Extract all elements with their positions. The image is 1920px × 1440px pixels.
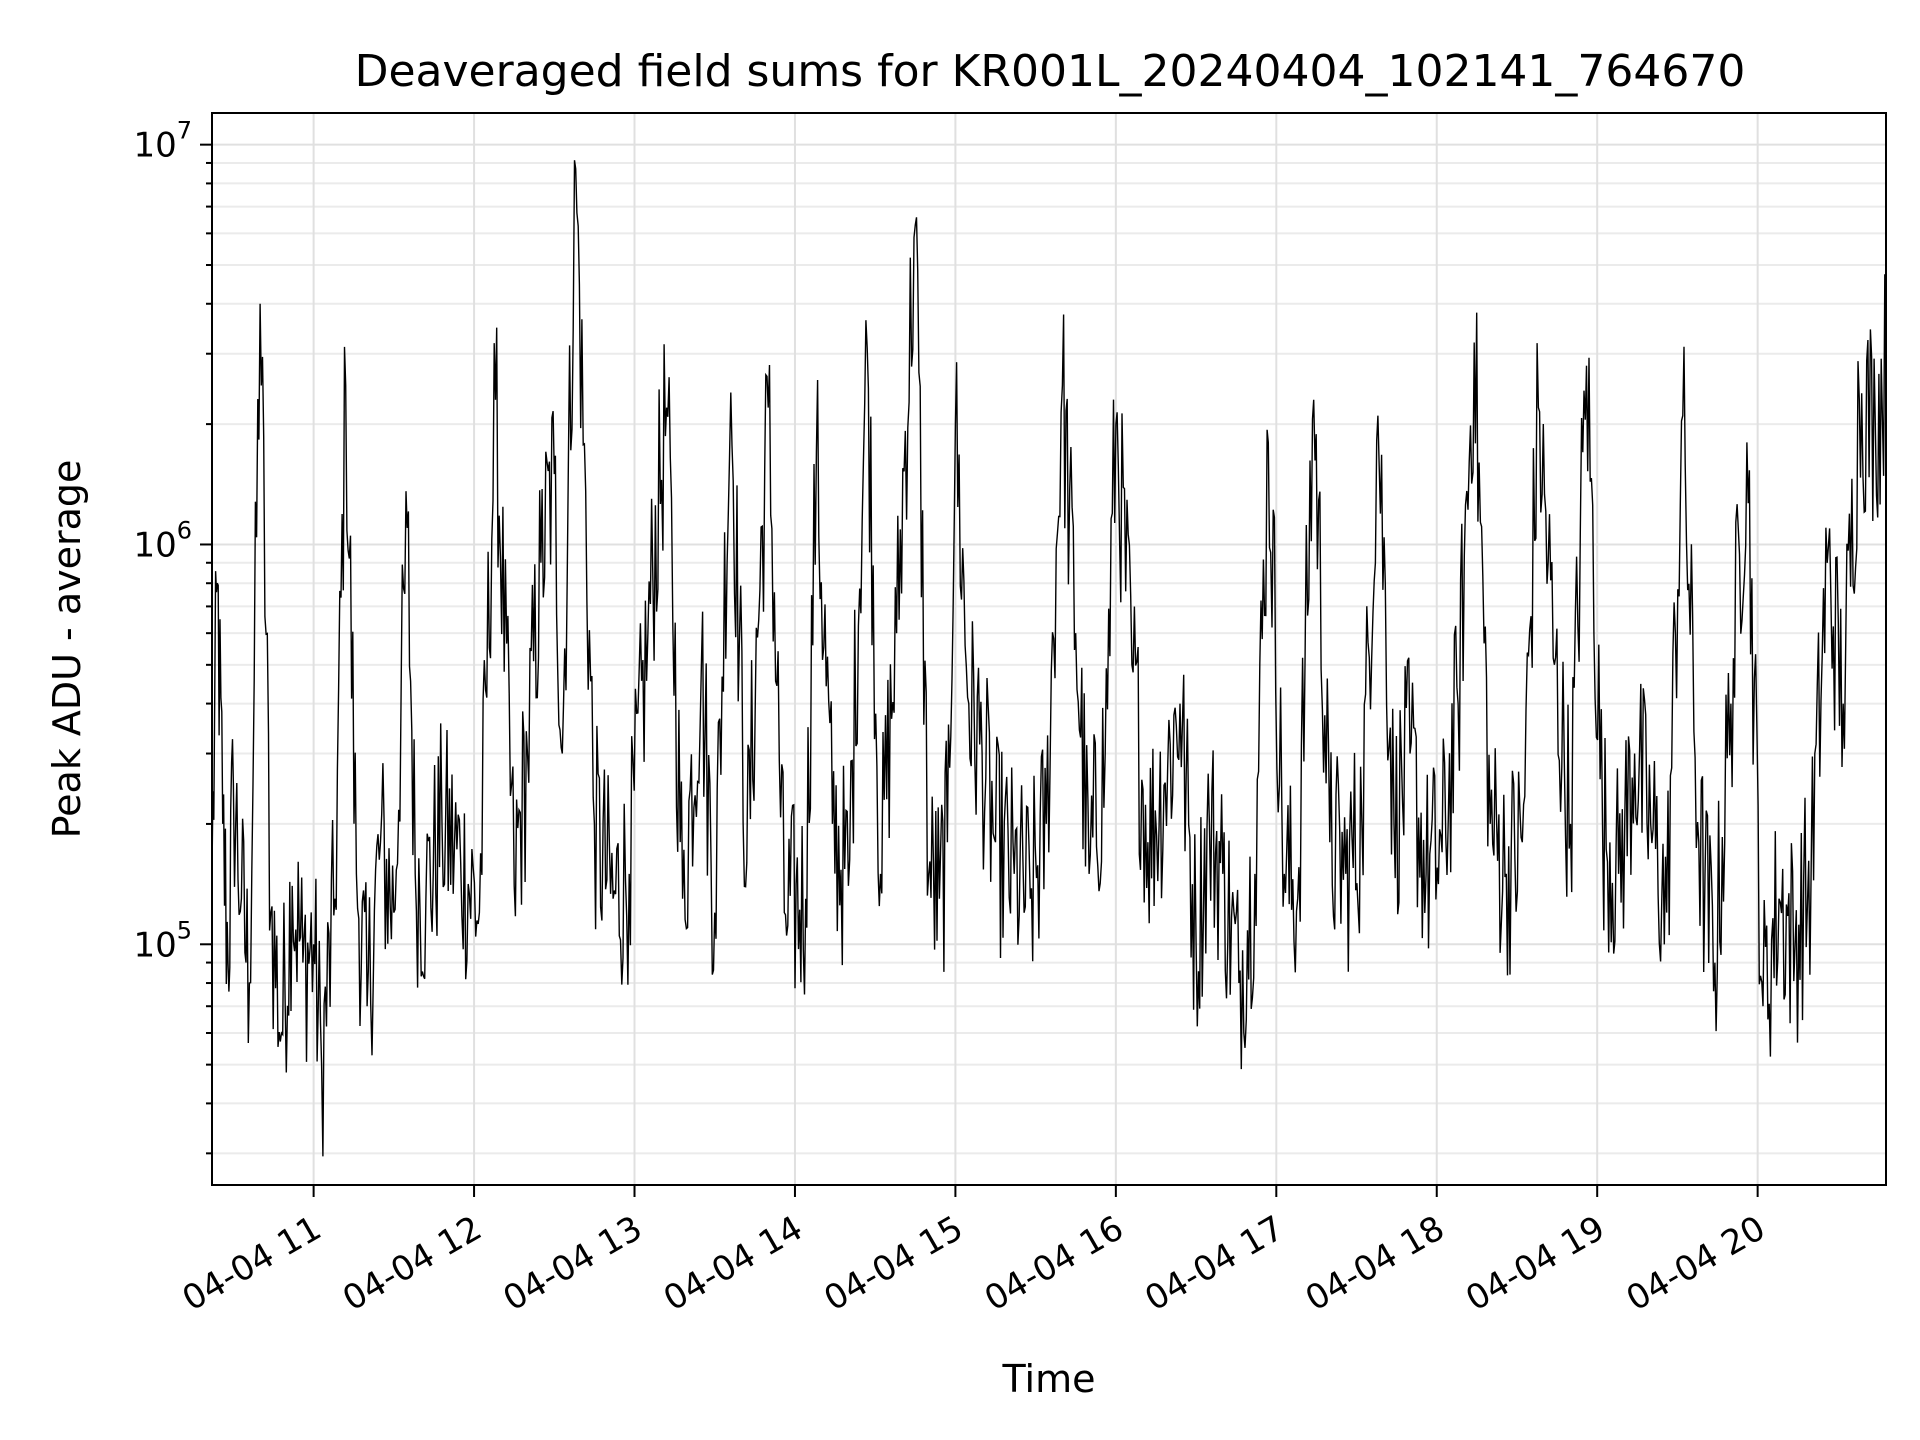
y-tick-label: 106	[133, 516, 192, 565]
y-tick-exponent: 7	[177, 117, 192, 145]
y-tick-exponent: 6	[177, 516, 192, 544]
x-tick-label: 04-04 16	[978, 1208, 1130, 1319]
chart-title: Deaveraged field sums for KR001L_2024040…	[355, 46, 1746, 97]
x-tick-label: 04-04 20	[1620, 1208, 1772, 1319]
x-tick-label: 04-04 19	[1459, 1208, 1611, 1319]
x-tick-label: 04-04 14	[657, 1208, 809, 1319]
x-tick-label: 04-04 18	[1299, 1208, 1451, 1319]
x-tick-label: 04-04 15	[818, 1208, 970, 1319]
x-tick-label: 04-04 11	[176, 1208, 328, 1319]
y-tick-base: 10	[133, 525, 176, 565]
x-axis-label: Time	[1002, 1357, 1096, 1401]
y-tick-label: 105	[133, 916, 192, 965]
x-tick-label: 04-04 13	[497, 1208, 649, 1319]
grid	[212, 113, 1886, 1185]
plot-area	[212, 160, 1886, 1157]
series-line	[212, 160, 1886, 1157]
x-axis: 04-04 11 04-04 12 04-04 13 04-04 14 04-04 15…	[176, 1185, 1772, 1319]
y-tick-exponent: 5	[177, 916, 192, 944]
plot-frame	[211, 112, 1887, 1186]
x-tick-label: 04-04 17	[1138, 1208, 1290, 1319]
y-tick-base: 10	[133, 126, 176, 166]
y-tick-base: 10	[133, 925, 176, 965]
x-tick-label: 04-04 12	[336, 1208, 488, 1319]
y-tick-label: 107	[133, 117, 192, 166]
y-axis-label: Peak ADU - average	[45, 460, 89, 839]
